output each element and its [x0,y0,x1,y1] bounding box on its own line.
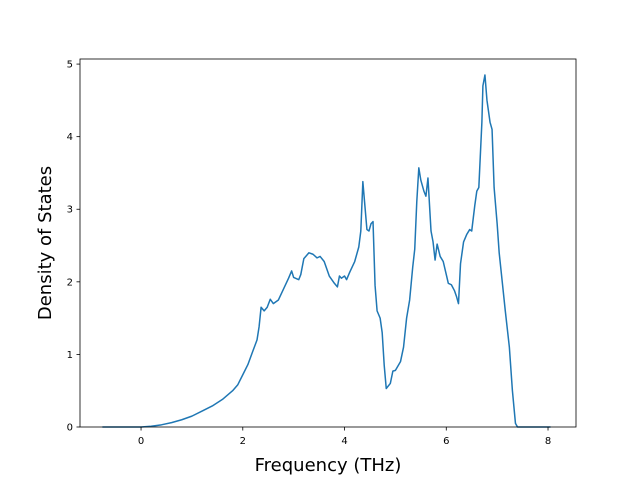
y-tick-label: 0 [67,423,73,434]
y-tick-label: 1 [67,350,73,361]
x-tick-label: 8 [545,436,551,447]
plot-frame [79,58,577,428]
x-tick-label: 4 [341,436,347,447]
y-tick-label: 4 [67,132,73,143]
y-axis-label: Density of States [35,166,56,320]
y-tick-label: 3 [67,205,73,216]
x-axis-label: Frequency (THz) [255,455,402,476]
x-tick-label: 2 [240,436,246,447]
data-line [102,74,551,428]
x-tick-label: 6 [443,436,449,447]
y-tick-label: 5 [67,60,73,71]
x-tick-label: 0 [138,436,144,447]
y-tick-label: 2 [67,277,73,288]
